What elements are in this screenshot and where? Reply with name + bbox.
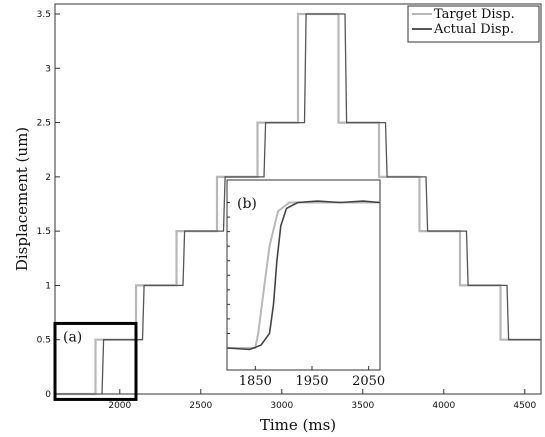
y-tick-label: 0.5: [37, 336, 51, 346]
x-tick-label: 3500: [351, 401, 374, 411]
y-tick-label: 1.5: [37, 227, 51, 237]
zoom-box-a: [53, 321, 138, 401]
x-axis-label: Time (ms): [260, 416, 336, 434]
x-tick-label: 2500: [189, 401, 212, 411]
legend: Target Disp.Actual Disp.: [407, 5, 540, 43]
y-tick-label: 2.5: [37, 119, 51, 129]
main-plot: 0 0.5 1 1.5 2 2.5 3 3.5 2000 2500 3000 3500 4000 4500…: [13, 3, 542, 434]
legend-entry: Target Disp.: [434, 7, 515, 22]
inset-x-tick-label: 1950: [295, 374, 328, 389]
inset-x-tick-label: 1850: [239, 374, 272, 389]
series-line-actual: [55, 13, 541, 395]
series-line-target: [55, 12, 541, 396]
x-tick-label: 4000: [432, 401, 455, 411]
legend-box: [407, 5, 540, 43]
inset-plot: 1850 1950 2050 (b): [226, 179, 385, 389]
legend-entry: Actual Disp.: [433, 22, 514, 37]
inset-frame: [226, 179, 381, 371]
inset-x-tick-label: 2050: [352, 374, 385, 389]
inset-series-line-target: [227, 201, 380, 349]
y-tick-label: 3: [45, 64, 51, 74]
main-plot-frame: [54, 3, 542, 395]
y-tick-label: 2: [45, 173, 51, 183]
inset-series-line-actual: [226, 200, 381, 351]
y-tick-label: 0: [45, 390, 51, 400]
x-tick-label: 2000: [108, 401, 131, 411]
x-tick-label: 3000: [270, 401, 293, 411]
y-tick-label: 1: [45, 281, 51, 291]
zoom-box-a-label: (a): [63, 329, 82, 345]
y-axis-label: Displacement (um): [13, 127, 31, 271]
x-tick-label: 4500: [513, 401, 536, 411]
inset-panel-label: (b): [237, 196, 257, 212]
y-tick-label: 3.5: [37, 10, 51, 20]
